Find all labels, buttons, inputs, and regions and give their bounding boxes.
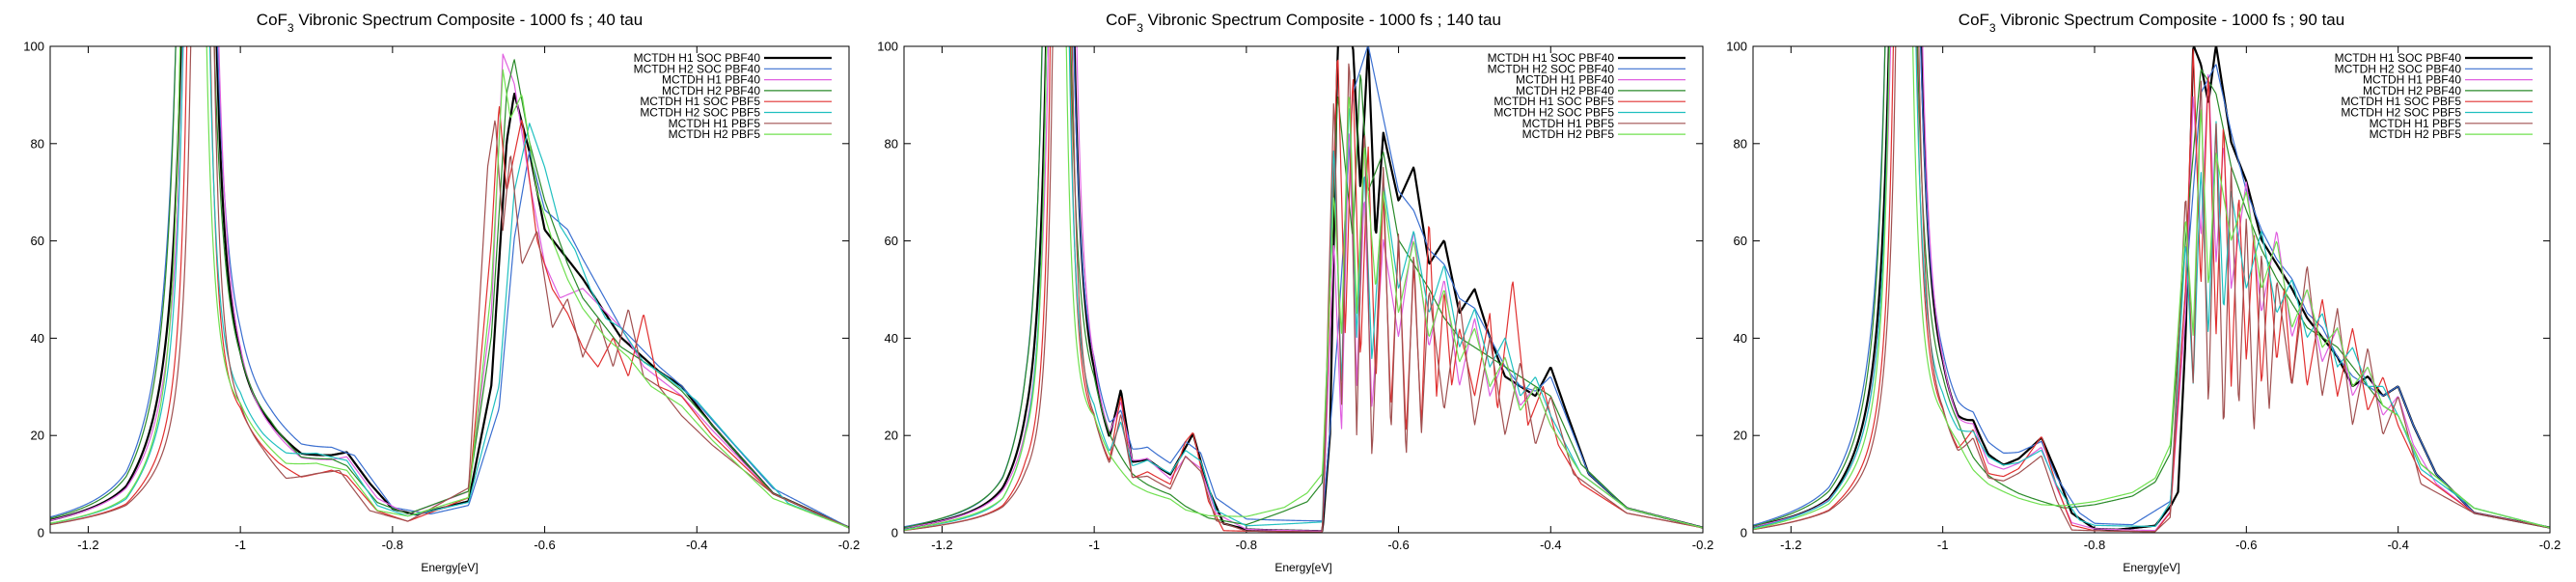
series-line [1753, 46, 2550, 533]
legend-entry: MCTDH H2 PBF40 [1516, 84, 1614, 97]
legend-entry: MCTDH H1 PBF40 [662, 73, 760, 87]
x-tick-label: -0.2 [838, 538, 860, 552]
legend-entry: MCTDH H1 SOC PBF5 [640, 95, 760, 108]
legend-entry: MCTDH H2 SOC PBF40 [2335, 62, 2462, 75]
x-axis-label: Energy[eV] [1274, 561, 1331, 574]
y-tick-label: 100 [1726, 40, 1747, 54]
legend-entry: MCTDH H2 PBF5 [2370, 127, 2462, 141]
series-line [50, 46, 849, 529]
y-tick-label: 60 [1734, 234, 1747, 248]
legend-entry: MCTDH H1 SOC PBF40 [1488, 51, 1615, 65]
y-tick-label: 100 [877, 40, 898, 54]
legend-entry: MCTDH H1 SOC PBF40 [634, 51, 761, 65]
x-tick-label: -0.2 [2539, 538, 2561, 552]
x-tick-label: -1.2 [77, 538, 98, 552]
x-tick-label: -1 [1088, 538, 1100, 552]
x-tick-label: -0.4 [686, 538, 707, 552]
y-tick-label: 40 [31, 331, 44, 346]
y-tick-label: 100 [23, 40, 44, 54]
legend-entry: MCTDH H2 SOC PBF5 [2341, 106, 2461, 120]
legend-entry: MCTDH H2 SOC PBF40 [634, 62, 761, 75]
legend-entry: MCTDH H2 PBF40 [2363, 84, 2461, 97]
chart-title: CoF3 Vibronic Spectrum Composite - 1000 … [1959, 11, 2344, 35]
series-line [904, 46, 1703, 533]
x-tick-label: -0.8 [382, 538, 403, 552]
legend-entry: MCTDH H2 SOC PBF40 [1488, 62, 1615, 75]
plot-frame [1752, 45, 2551, 534]
x-tick-label: -0.8 [2084, 538, 2105, 552]
y-tick-label: 80 [1734, 136, 1747, 151]
legend-entry: MCTDH H2 SOC PBF5 [640, 106, 760, 120]
legend-entry: MCTDH H1 PBF40 [1516, 73, 1614, 87]
y-tick-label: 60 [31, 234, 44, 248]
x-tick-label: -1 [234, 538, 246, 552]
plot-frame [903, 45, 1704, 534]
chart-panel-1: CoF3 Vibronic Spectrum Composite - 1000 … [23, 11, 860, 574]
x-tick-label: -0.4 [2387, 538, 2408, 552]
y-tick-label: 20 [1734, 429, 1747, 443]
series-line [904, 46, 1703, 531]
chart-panel-2: CoF3 Vibronic Spectrum Composite - 1000 … [877, 11, 1713, 574]
series-line [50, 46, 849, 529]
x-tick-label: -1.2 [1780, 538, 1801, 552]
y-tick-label: 80 [885, 136, 898, 151]
plot-area [50, 46, 849, 529]
legend-entry: MCTDH H1 SOC PBF40 [2335, 51, 2462, 65]
legend-entry: MCTDH H1 PBF40 [2363, 73, 2461, 87]
series-line [50, 46, 849, 528]
y-tick-label: 60 [885, 234, 898, 248]
x-axis-label: Energy[eV] [2123, 561, 2179, 574]
chart-title: CoF3 Vibronic Spectrum Composite - 1000 … [257, 11, 643, 35]
x-tick-label: -0.6 [1387, 538, 1409, 552]
x-tick-label: -1 [1937, 538, 1949, 552]
y-tick-label: 80 [31, 136, 44, 151]
legend-entry: MCTDH H2 PBF5 [1522, 127, 1615, 141]
y-tick-label: 0 [38, 526, 44, 540]
legend-entry: MCTDH H1 PBF5 [1522, 117, 1615, 130]
legend-entry: MCTDH H2 PBF5 [669, 127, 761, 141]
chart-panel-3: CoF3 Vibronic Spectrum Composite - 1000 … [1726, 11, 2561, 574]
chart-title: CoF3 Vibronic Spectrum Composite - 1000 … [1106, 11, 1501, 35]
x-tick-label: -0.2 [1692, 538, 1713, 552]
series-line [1753, 46, 2550, 529]
series-line [50, 46, 849, 529]
plot-frame [49, 45, 850, 534]
x-tick-label: -0.6 [534, 538, 555, 552]
legend-entry: MCTDH H2 SOC PBF5 [1494, 106, 1614, 120]
plot-area [904, 46, 1703, 533]
series-line [50, 46, 849, 529]
y-tick-label: 0 [891, 526, 898, 540]
y-tick-label: 40 [1734, 331, 1747, 346]
x-axis-label: Energy[eV] [421, 561, 478, 574]
y-tick-label: 20 [31, 429, 44, 443]
y-tick-label: 0 [1740, 526, 1747, 540]
series-line [904, 46, 1703, 529]
x-tick-label: -1.2 [931, 538, 952, 552]
series-line [904, 46, 1703, 532]
legend-entry: MCTDH H2 PBF40 [662, 84, 760, 97]
x-tick-label: -0.8 [1236, 538, 1257, 552]
legend-entry: MCTDH H1 SOC PBF5 [1494, 95, 1614, 108]
series-line [1753, 46, 2550, 531]
legend-entry: MCTDH H1 PBF5 [669, 117, 761, 130]
legend-entry: MCTDH H1 PBF5 [2370, 117, 2462, 130]
plot-area [1753, 46, 2550, 533]
y-tick-label: 20 [885, 429, 898, 443]
y-tick-label: 40 [885, 331, 898, 346]
legend-entry: MCTDH H1 SOC PBF5 [2341, 95, 2461, 108]
x-tick-label: -0.6 [2235, 538, 2257, 552]
x-tick-label: -0.4 [1540, 538, 1561, 552]
